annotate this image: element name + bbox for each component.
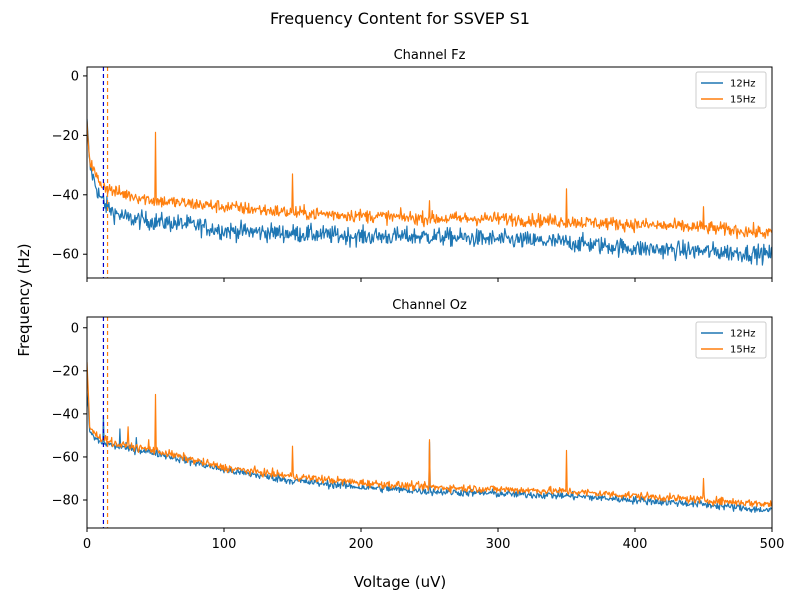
legend-label: 15Hz [730, 345, 756, 356]
y-tick-label: −40 [52, 188, 79, 203]
y-tick-label: −60 [52, 248, 79, 263]
figure-title: Frequency Content for SSVEP S1 [270, 9, 530, 28]
panel-title: Channel Oz [392, 298, 467, 313]
x-tick-label: 0 [83, 537, 91, 552]
y-tick-label: 0 [71, 69, 79, 84]
axes-frame [86, 316, 773, 529]
y-tick-label: −20 [52, 129, 79, 144]
series-line-15Hz [87, 362, 772, 508]
legend-label: 12Hz [730, 79, 756, 90]
axes-frame [86, 66, 773, 279]
legend: 12Hz 15Hz [695, 71, 767, 109]
y-tick-label: −40 [52, 407, 79, 422]
x-tick-label: 400 [623, 537, 648, 552]
panel-title: Channel Fz [394, 48, 466, 63]
x-tick-label: 100 [212, 537, 237, 552]
y-tick-label: −60 [52, 450, 79, 465]
legend-label: 15Hz [730, 95, 756, 106]
series-line-12Hz [87, 118, 772, 266]
legend-label: 12Hz [730, 329, 756, 340]
y-tick-label: −80 [52, 494, 79, 509]
chart-panel-2: Channel Oz 0 −20 −40 −60 −80 0 100 200 300 400 500 1… [52, 298, 785, 552]
plot-area [87, 67, 772, 278]
x-tick-label: 200 [349, 537, 374, 552]
y-tick-label: 0 [71, 321, 79, 336]
legend: 12Hz 15Hz [695, 321, 767, 359]
x-tick-label: 500 [760, 537, 785, 552]
chart-panel-1: Channel Fz 0 −20 −40 −60 12Hz 15Hz [52, 48, 773, 282]
y-axis-label: Frequency (Hz) [15, 243, 33, 357]
plot-area [87, 317, 772, 528]
x-tick-label: 300 [486, 537, 511, 552]
series-line-15Hz [87, 121, 772, 240]
y-tick-label: −20 [52, 364, 79, 379]
x-axis-label: Voltage (uV) [353, 573, 447, 591]
